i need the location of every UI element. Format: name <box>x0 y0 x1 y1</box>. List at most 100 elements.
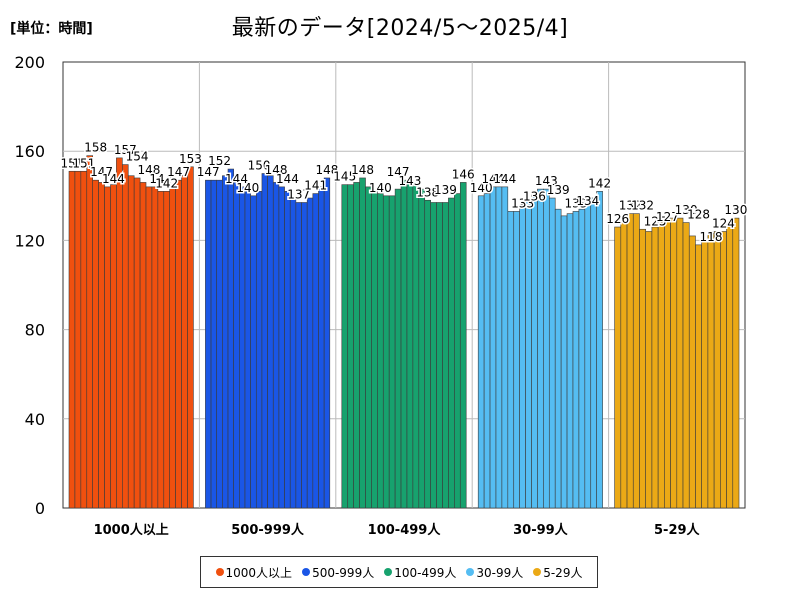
bar <box>707 233 715 509</box>
x-category-label: 100-499人 <box>368 522 442 538</box>
data-label: 139 <box>434 183 457 197</box>
bar <box>554 208 562 509</box>
unit-label: [単位：時間] <box>10 21 93 37</box>
bar <box>222 175 229 509</box>
bar <box>104 186 111 509</box>
bar <box>676 217 684 509</box>
bar <box>139 182 147 509</box>
bar <box>713 231 721 509</box>
bar <box>548 197 556 509</box>
data-label: 125 <box>644 214 667 228</box>
data-label: 136 <box>523 190 546 204</box>
bar <box>306 197 314 509</box>
bar <box>181 175 188 509</box>
bar <box>632 213 640 509</box>
data-label: 139 <box>547 183 570 197</box>
bar <box>244 191 251 509</box>
data-label: 143 <box>398 174 421 188</box>
bar <box>312 193 319 509</box>
bar <box>278 186 285 509</box>
bar <box>483 193 491 509</box>
bar <box>732 217 740 509</box>
bar <box>377 193 384 509</box>
data-label: 142 <box>588 176 611 190</box>
legend-item: 100-499人 <box>384 564 456 581</box>
bar <box>216 179 223 509</box>
data-label: 146 <box>452 167 475 181</box>
data-label: 143 <box>535 174 558 188</box>
bar <box>651 226 659 509</box>
legend-label: 100-499人 <box>394 565 457 580</box>
y-tick-label: 40 <box>25 410 45 429</box>
legend-swatch <box>302 568 311 576</box>
bar <box>525 199 532 509</box>
bar <box>365 186 372 509</box>
x-category-label: 1000人以上 <box>94 522 169 538</box>
bar <box>566 213 574 509</box>
bar <box>239 186 246 509</box>
data-label: 144 <box>149 172 172 186</box>
bar <box>205 179 212 509</box>
data-label: 147 <box>387 165 410 179</box>
data-label: 144 <box>225 172 248 186</box>
bar <box>406 179 414 509</box>
bar <box>531 191 538 509</box>
bar <box>590 197 597 509</box>
bar <box>614 226 622 509</box>
bar <box>74 170 82 509</box>
bar <box>489 186 497 509</box>
bar <box>388 195 396 509</box>
bar <box>341 184 349 509</box>
data-label: 148 <box>265 163 288 177</box>
bar <box>187 166 194 509</box>
y-tick-label: 80 <box>25 321 45 340</box>
data-label: 152 <box>208 154 231 168</box>
bar <box>448 197 455 509</box>
legend-label: 1000人以上 <box>225 565 293 580</box>
bar <box>175 179 182 509</box>
bar <box>353 182 360 509</box>
bar <box>284 191 291 509</box>
chart-title: 最新のデータ[2024/5～2025/4] <box>231 16 569 41</box>
bar <box>537 188 544 509</box>
data-label: 140 <box>369 181 392 195</box>
bar <box>720 231 727 509</box>
bar <box>418 188 426 509</box>
bar <box>133 177 141 509</box>
bar <box>163 191 171 509</box>
data-label: 142 <box>155 176 178 190</box>
bar <box>620 222 628 509</box>
y-tick-label: 200 <box>14 53 45 72</box>
bar <box>359 177 366 509</box>
bar <box>430 202 437 509</box>
bar <box>412 184 420 509</box>
data-label: 133 <box>511 196 534 210</box>
data-label: 144 <box>276 172 299 186</box>
bar <box>145 186 153 509</box>
data-label: 145 <box>333 170 356 184</box>
data-label: 144 <box>482 172 505 186</box>
data-label: 158 <box>84 141 107 155</box>
bar <box>436 202 443 509</box>
x-category-label: 5-29人 <box>654 522 701 538</box>
chart-legend: 1000人以上 500-999人 100-499人 30-99人 5-29人 <box>200 556 598 588</box>
data-label: 130 <box>724 203 747 217</box>
bar <box>454 193 461 509</box>
bar <box>86 155 93 509</box>
bar <box>151 186 159 509</box>
legend-item: 1000人以上 <box>215 564 293 581</box>
bar <box>210 179 218 509</box>
data-label: 154 <box>126 150 149 164</box>
bar <box>92 179 99 509</box>
legend-label: 500-999人 <box>312 565 375 580</box>
bar <box>233 182 240 509</box>
bar <box>127 175 135 509</box>
bar <box>507 211 515 509</box>
bar <box>639 228 646 509</box>
data-label: 138 <box>416 185 439 199</box>
data-label: 124 <box>712 216 735 230</box>
bar <box>169 186 176 509</box>
